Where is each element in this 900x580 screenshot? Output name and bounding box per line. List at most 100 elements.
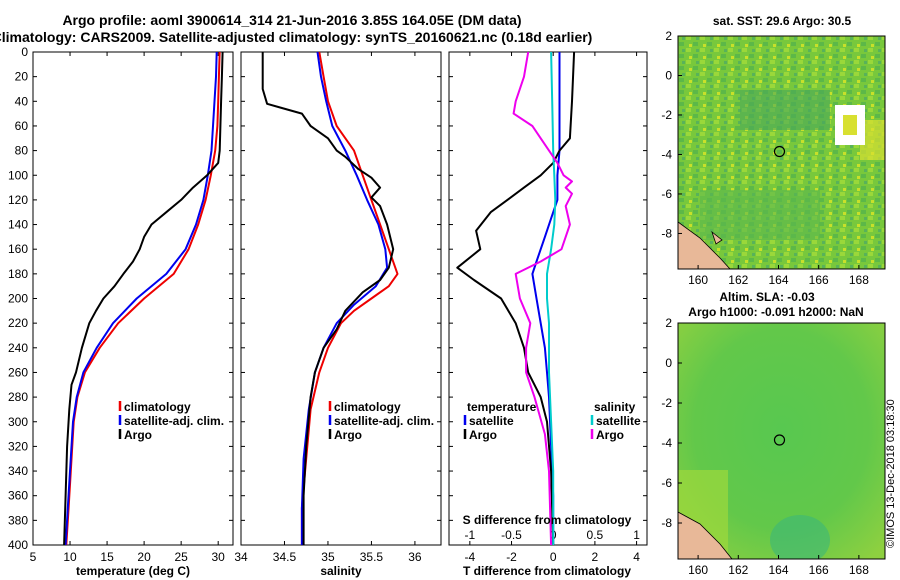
x-tick-label: -2 [506, 550, 517, 564]
x-tick-label: 2 [592, 550, 599, 564]
title-line-2: Climatology: CARS2009. Satellite-adjuste… [0, 29, 592, 45]
y-tick-label: 300 [8, 415, 28, 429]
y-tick-label: 60 [15, 119, 29, 133]
map-y-tick-label: -2 [661, 396, 672, 410]
difference-xlabel: T difference from climatology [463, 564, 631, 578]
map-x-tick-label: 160 [688, 273, 708, 287]
footer-timestamp: ©IMOS 13-Dec-2018 03:18:30 [885, 399, 897, 548]
series-line-satellite-adj-clim- [64, 51, 218, 546]
sst-map: sat. SST: 29.6 Argo: 30.5 160 162 164 166 16… [661, 14, 886, 287]
map-y-tick-label: 2 [665, 316, 672, 330]
temperature-xlabel: temperature (deg C) [76, 564, 190, 578]
y-tick-label: 200 [8, 292, 28, 306]
temperature-panel: 5 10 15 20 25 30 [30, 51, 234, 564]
difference-legend: temperature satellite Argo salinity sate… [463, 400, 641, 442]
x-tick-label: 4 [633, 550, 640, 564]
x-tick-label: -4 [465, 550, 476, 564]
map-y-tick-label: -6 [661, 187, 672, 201]
x-tick-label: 15 [100, 550, 114, 564]
map-x-tick-label: 162 [728, 563, 748, 577]
title-line-1: Argo profile: aoml 3900614_314 21-Jun-20… [62, 12, 521, 28]
x-tick-label: 34.5 [273, 550, 297, 564]
legend-label-s-argo: Argo [596, 428, 624, 442]
series-line-climatology [65, 51, 221, 546]
map-x-tick-label: 168 [849, 563, 869, 577]
y-tick-label: 400 [8, 538, 28, 552]
y-tick-label: 40 [15, 94, 29, 108]
sst-argo-location-marker [773, 145, 786, 158]
salinity-panel: 34 34.5 35 35.5 36 [234, 51, 442, 564]
series-line-s-argo [512, 51, 573, 546]
y-tick-label: 320 [8, 439, 28, 453]
map-x-tick-label: 166 [809, 563, 829, 577]
series-line-s-satellite [546, 51, 557, 545]
salinity-legend: climatology satellite-adj. clim. Argo [328, 400, 434, 442]
map-y-tick-label: -4 [661, 147, 672, 161]
y-tick-label: 180 [8, 267, 28, 281]
difference-panel: -4 -2 0 2 4-1 -0.5 0 0.5 1 [448, 51, 648, 564]
map-y-tick-label: 0 [665, 356, 672, 370]
sla-land [678, 511, 733, 559]
map-x-tick-label: 164 [768, 273, 788, 287]
y-tick-label: 280 [8, 390, 28, 404]
x-tick-label: 36 [408, 550, 422, 564]
legend-header-temperature: temperature [467, 400, 537, 414]
map-y-tick-label: 0 [665, 68, 672, 82]
sla-argo-location-marker [773, 434, 786, 446]
x-tick-label: 0 [550, 550, 557, 564]
y-tick-label: 360 [8, 489, 28, 503]
x-tick-label: 20 [137, 550, 151, 564]
y-tick-label: 120 [8, 193, 28, 207]
series-line-t-argo [456, 51, 576, 546]
map-x-tick-label: 166 [809, 273, 829, 287]
map-x-tick-label: 160 [688, 563, 708, 577]
series-line-argo [63, 51, 224, 546]
top-tick-label: 0.5 [587, 528, 604, 542]
sla-map-image [678, 323, 885, 559]
y-tick-label: 160 [8, 242, 28, 256]
legend-label-satellite: satellite-adj. clim. [334, 414, 434, 428]
sla-map-title: Altim. SLA: -0.03 [719, 290, 815, 304]
sla-map-subtitle: Argo h1000: -0.091 h2000: NaN [688, 305, 863, 319]
x-tick-label: 25 [174, 550, 188, 564]
map-y-tick-label: -8 [661, 516, 672, 530]
y-tick-label: 380 [8, 513, 28, 527]
top-tick-label: 1 [633, 528, 640, 542]
sst-map-frame [677, 35, 886, 270]
sst-map-image [678, 36, 885, 269]
series-line-argo [261, 52, 395, 545]
salinity-xlabel: salinity [320, 564, 362, 578]
depth-axis: 0 20 40 60 80 100 120 140 160 180 200 220 240 260 280 3… [8, 45, 28, 552]
legend-label-climatology: climatology [124, 400, 191, 414]
temperature-plot-frame [32, 51, 234, 546]
y-tick-label: 100 [8, 168, 28, 182]
y-tick-label: 220 [8, 316, 28, 330]
sla-map-frame [677, 322, 886, 560]
legend-label-climatology: climatology [334, 400, 401, 414]
y-tick-label: 340 [8, 464, 28, 478]
x-tick-label: 30 [212, 550, 226, 564]
map-y-tick-label: -6 [661, 476, 672, 490]
legend-label-satellite: satellite-adj. clim. [124, 414, 224, 428]
temperature-legend: climatology satellite-adj. clim. Argo [118, 400, 224, 442]
sst-land [678, 221, 731, 269]
y-tick-label: 0 [21, 45, 28, 59]
sst-map-title: sat. SST: 29.6 Argo: 30.5 [713, 14, 852, 28]
legend-label-argo: Argo [334, 428, 362, 442]
sla-map: Altim. SLA: -0.03 Argo h1000: -0.091 h20… [661, 290, 886, 577]
legend-label-t-satellite: satellite [469, 414, 514, 428]
map-y-tick-label: -8 [661, 226, 672, 240]
series-line-t-satellite [531, 52, 561, 545]
map-x-tick-label: 168 [849, 273, 869, 287]
x-tick-label: 34 [234, 550, 248, 564]
map-y-tick-label: -2 [661, 108, 672, 122]
x-tick-label: 5 [30, 550, 37, 564]
series-line-climatology [300, 51, 399, 545]
x-tick-label: 35.5 [360, 550, 384, 564]
legend-label-s-satellite: satellite [596, 414, 641, 428]
legend-label-t-argo: Argo [469, 428, 497, 442]
y-tick-label: 140 [8, 218, 28, 232]
y-tick-label: 260 [8, 365, 28, 379]
map-y-tick-label: 2 [665, 29, 672, 43]
